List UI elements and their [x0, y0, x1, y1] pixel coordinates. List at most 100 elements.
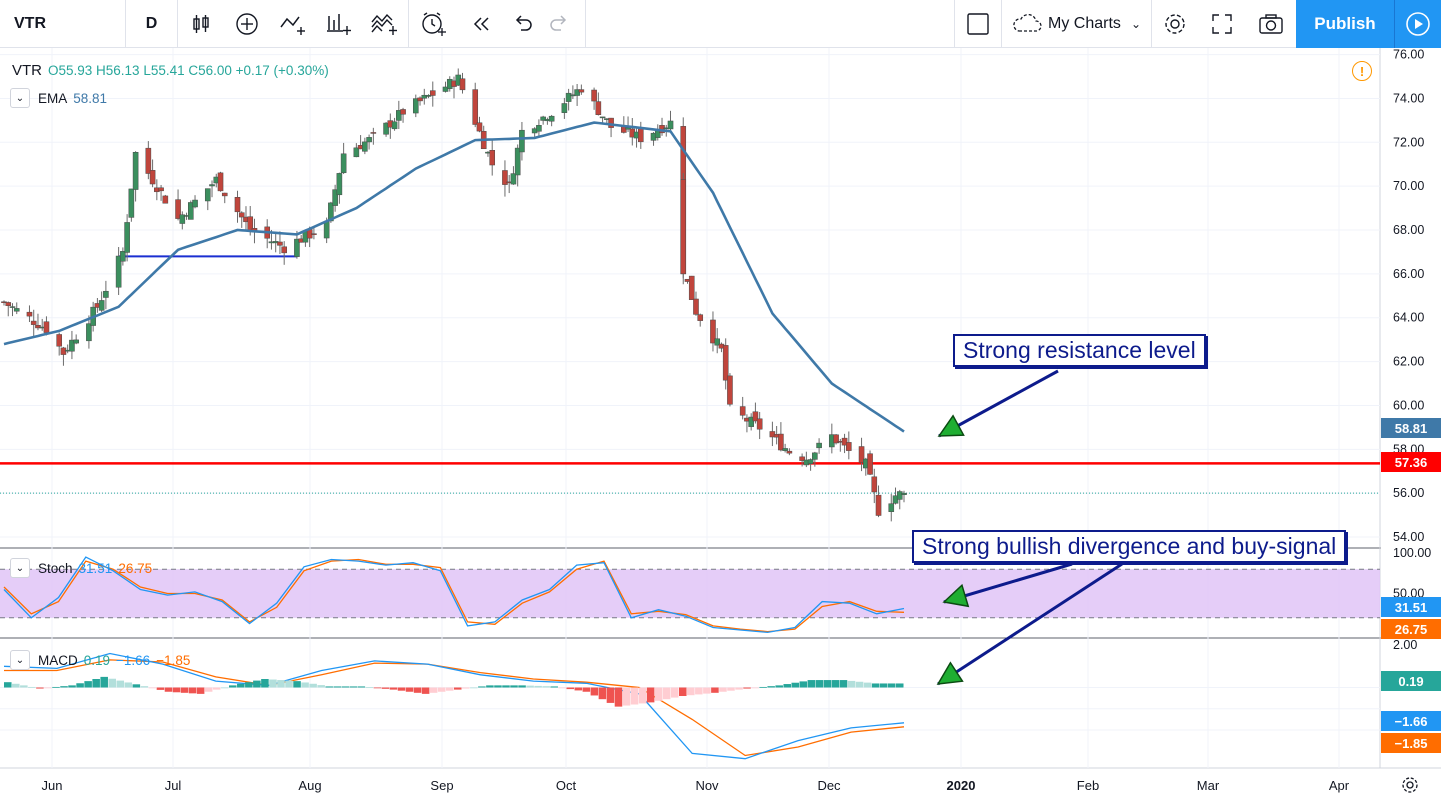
candle — [277, 231, 283, 255]
candle — [599, 116, 606, 123]
macd-histogram-bar — [863, 682, 872, 688]
symbol-label: VTR — [14, 14, 46, 32]
candle — [871, 468, 878, 504]
candle — [476, 116, 483, 133]
candle — [752, 402, 759, 424]
candle — [502, 160, 508, 197]
macd-histogram-bar — [132, 684, 141, 688]
macd-histogram-bar — [526, 685, 534, 688]
macd-histogram-bar — [679, 687, 687, 696]
chevron-down-icon[interactable]: ⌄ — [10, 558, 30, 578]
redo-icon[interactable] — [541, 0, 577, 48]
candle-body — [578, 89, 585, 93]
candle-body — [120, 251, 126, 262]
candle — [608, 117, 614, 138]
candle-body — [608, 117, 614, 128]
macd-histogram-bar — [269, 679, 277, 688]
resistance-annotation[interactable]: Strong resistance level — [953, 334, 1206, 367]
candle — [158, 184, 164, 201]
macd-histogram-bar — [454, 687, 462, 690]
snapshot-icon[interactable] — [1246, 0, 1296, 48]
candle-body — [667, 120, 674, 130]
play-icon[interactable] — [1394, 0, 1441, 48]
candle-body — [332, 189, 338, 206]
templates-icon[interactable] — [362, 0, 408, 48]
price-chart[interactable]: 76.00 74.00 72.00 70.00 68.00 66.00 64.00 62.00… — [0, 48, 1441, 800]
warning-icon[interactable]: ! — [1352, 61, 1372, 81]
toolbar-right: My Charts ⌄ Publish — [954, 0, 1441, 48]
macd-histogram-bar — [357, 686, 366, 688]
candle-body — [30, 320, 37, 325]
undo-icon[interactable] — [505, 0, 541, 48]
macd-histogram-bar — [309, 683, 317, 688]
candle — [833, 433, 839, 445]
candle — [209, 180, 215, 198]
indicators-icon[interactable] — [316, 0, 362, 48]
compare-icon[interactable] — [270, 0, 316, 48]
candle-body — [442, 86, 449, 92]
macd-histogram-bar — [646, 687, 655, 703]
candle-body — [234, 196, 241, 213]
candle-body — [179, 214, 186, 224]
candle — [400, 107, 406, 123]
symbol-search[interactable]: VTR — [0, 0, 126, 48]
fullscreen-icon[interactable] — [1198, 0, 1246, 48]
candle — [149, 159, 156, 188]
price-tick-label: 72.00 — [1393, 135, 1424, 149]
macd-histogram-bar — [429, 687, 438, 693]
macd-histogram-bar — [317, 685, 325, 688]
candle-body — [710, 319, 716, 344]
settings-icon[interactable] — [1152, 0, 1198, 48]
candle-body — [752, 411, 759, 422]
candle — [778, 422, 784, 452]
replay-icon[interactable] — [459, 0, 505, 48]
my-charts-button[interactable]: My Charts ⌄ — [1002, 13, 1151, 35]
candle-body — [875, 494, 882, 516]
stoch-d-price-tag: 26.75 — [1381, 619, 1441, 639]
candle — [561, 97, 568, 119]
macd-histogram-bar — [325, 686, 333, 688]
macd-line-value: −1.66 — [116, 652, 151, 668]
bar-style-icon[interactable] — [178, 0, 224, 48]
stoch-k-value: 31.51 — [78, 560, 113, 576]
macd-histogram-bar — [405, 687, 414, 692]
candle — [366, 134, 372, 150]
candle — [5, 301, 12, 317]
price-tick-label: 66.00 — [1393, 267, 1424, 281]
chevron-down-icon[interactable]: ⌄ — [10, 88, 30, 108]
add-icon[interactable] — [224, 0, 270, 48]
candle — [459, 72, 466, 94]
candle — [875, 485, 882, 518]
macd-histogram-bar — [245, 682, 253, 688]
macd-histogram-bar — [831, 680, 840, 688]
macd-tick-label: 2.00 — [1393, 638, 1417, 652]
candle-body — [896, 491, 903, 500]
candle-body — [366, 137, 372, 143]
macd-histogram-bar — [695, 687, 703, 695]
divergence-arrow-macd — [937, 562, 1123, 686]
time-tick-label: 2020 — [947, 778, 976, 793]
macd-histogram-bar — [887, 683, 896, 688]
interval-button[interactable]: D — [126, 0, 178, 48]
macd-histogram-bar — [614, 687, 623, 707]
toolbar-divider — [408, 0, 409, 48]
macd-histogram-bar — [574, 687, 583, 691]
resistance-price-tag: 57.36 — [1381, 452, 1441, 472]
divergence-annotation[interactable]: Strong bullish divergence and buy-signal — [912, 530, 1347, 563]
chevron-down-icon[interactable]: ⌄ — [10, 650, 30, 670]
candle — [73, 334, 79, 345]
candle — [574, 84, 580, 106]
candle-body — [739, 406, 746, 416]
layout-icon[interactable] — [955, 0, 1001, 48]
legend-ohlc: O55.93 H56.13 L55.41 C56.00 +0.17 (+0.30… — [48, 63, 329, 78]
candle-body — [192, 199, 198, 208]
candle — [514, 144, 521, 187]
macd-histogram-bar — [108, 678, 116, 688]
candle — [548, 114, 555, 127]
macd-histogram-bar — [486, 685, 494, 688]
candle-body — [149, 170, 156, 185]
alert-icon[interactable] — [409, 0, 459, 48]
publish-button[interactable]: Publish — [1296, 0, 1394, 48]
stoch-d-value: 26.75 — [118, 560, 153, 576]
candle — [128, 188, 135, 222]
